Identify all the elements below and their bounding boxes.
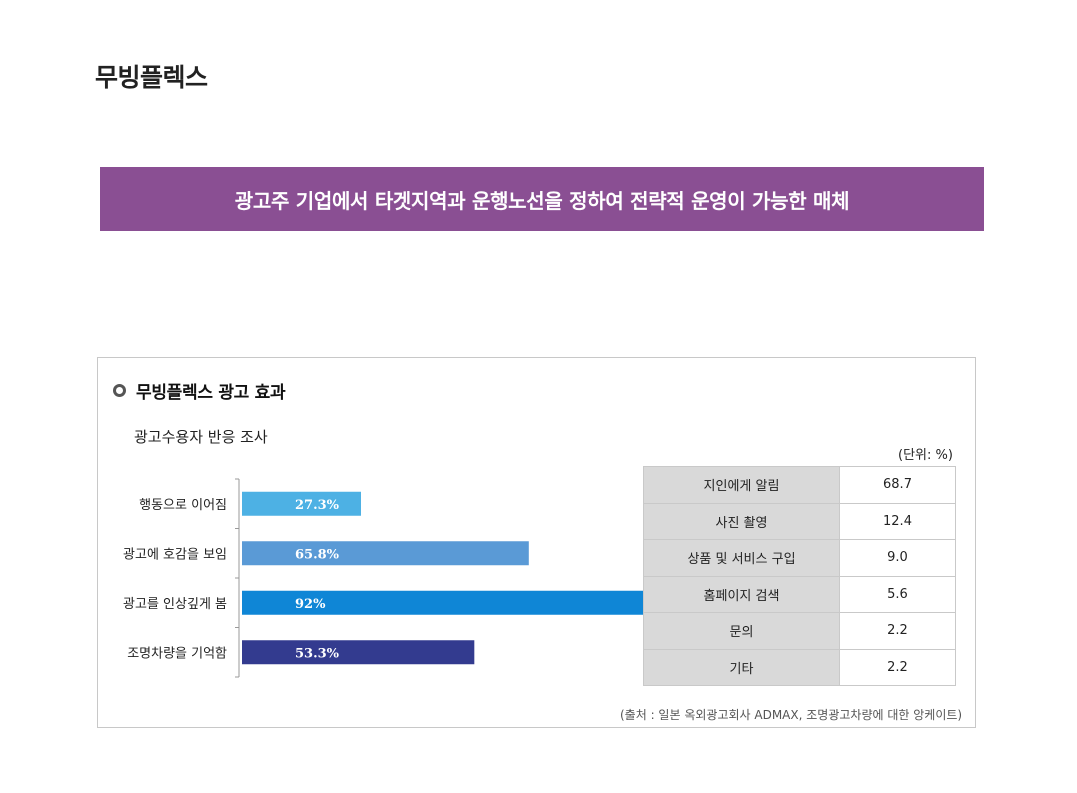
table-row: 홈페이지 검색 5.6: [643, 575, 956, 613]
table-cell-value: 2.2: [839, 612, 956, 650]
category-label: 광고를 인상깊게 봄: [123, 597, 227, 612]
bar: [242, 541, 529, 566]
circle-bullet-icon: [113, 384, 126, 397]
survey-table-body: 지인에게 알림 68.7 사진 촬영 12.4 상품 및 서비스 구입 9.0 홈페이지 검…: [643, 466, 956, 686]
category-label: 조명차량을 기억함: [127, 646, 227, 661]
headline-banner: 광고주 기업에서 타겟지역과 운행노선을 정하여 전략적 운영이 가능한 매체: [100, 167, 984, 231]
table-cell-item: 지인에게 알림: [643, 466, 840, 504]
page-title: 무빙플렉스: [95, 63, 208, 92]
table-row: 지인에게 알림 68.7: [643, 466, 956, 504]
table-cell-item: 문의: [643, 612, 840, 650]
table-row: 문의 2.2: [643, 612, 956, 650]
category-label: 행동으로 이어짐: [139, 497, 227, 513]
source-note: (출처 : 일본 옥외광고회사 ADMAX, 조명광고차량에 대한 앙케이트): [620, 708, 963, 722]
category-label: 광고에 호감을 보임: [123, 547, 227, 562]
bar: [242, 491, 361, 516]
ad-effect-panel: 무빙플렉스 광고 효과 광고수용자 반응 조사 (단위: %) 행동으로 이어짐…: [97, 357, 976, 728]
table-cell-value: 5.6: [839, 575, 956, 613]
table-cell-value: 12.4: [839, 502, 956, 540]
chart-subtitle: 광고수용자 반응 조사: [134, 428, 268, 446]
table-cell-item: 기타: [643, 648, 840, 686]
unit-label: (단위: %): [898, 448, 953, 463]
bar: [242, 590, 643, 615]
data-label: 27.3%: [295, 498, 340, 513]
data-label: 92%: [295, 597, 326, 612]
table-row: 사진 촬영 12.4: [643, 502, 956, 540]
survey-table: 지인에게 알림 68.7 사진 촬영 12.4 상품 및 서비스 구입 9.0 홈페이지 검…: [643, 466, 956, 686]
table-cell-item: 사진 촬영: [643, 502, 840, 540]
data-label: 65.8%: [295, 547, 340, 562]
data-label: 53.3%: [295, 646, 340, 661]
section-title: 무빙플렉스 광고 효과: [136, 383, 286, 403]
banner-text: 광고주 기업에서 타겟지역과 운행노선을 정하여 전략적 운영이 가능한 매체: [234, 188, 850, 213]
section-header: 무빙플렉스 광고 효과: [113, 378, 286, 403]
table-cell-value: 68.7: [839, 466, 956, 504]
table-row: 상품 및 서비스 구입 9.0: [643, 539, 956, 577]
bar: [242, 640, 475, 665]
table-cell-item: 상품 및 서비스 구입: [643, 539, 840, 577]
response-bar-chart: 행동으로 이어짐 27.3% 광고에 호감을 보임 65.8% 광고를 인상깊게 봄 92…: [123, 478, 643, 678]
table-cell-item: 홈페이지 검색: [643, 575, 840, 613]
table-row: 기타 2.2: [643, 648, 956, 686]
table-cell-value: 9.0: [839, 539, 956, 577]
table-cell-value: 2.2: [839, 648, 956, 686]
